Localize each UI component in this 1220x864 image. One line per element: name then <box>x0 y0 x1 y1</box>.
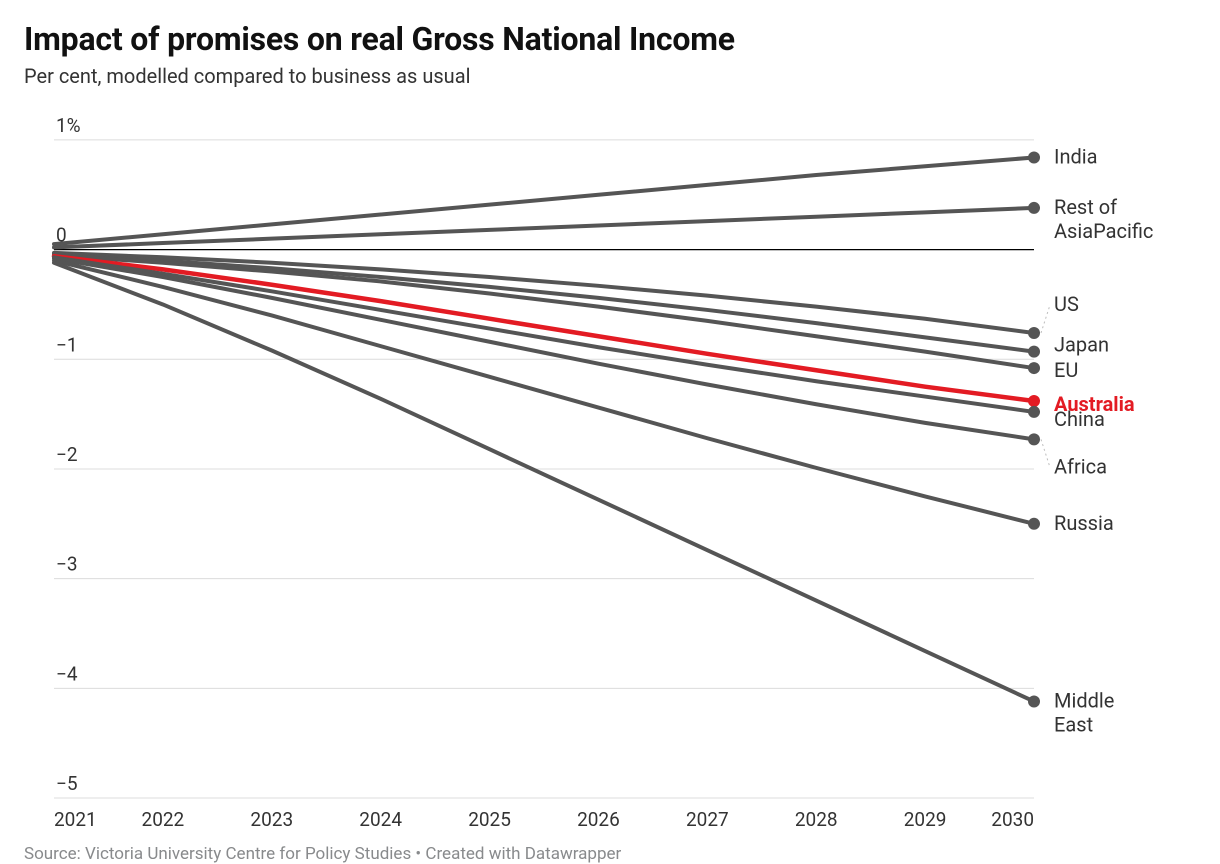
chart-source: Source: Victoria University Centre for P… <box>24 844 1196 864</box>
label-connector <box>1041 439 1050 467</box>
svg-text:2027: 2027 <box>686 808 729 828</box>
series-label-japan: Japan <box>1054 333 1109 357</box>
series-endpoint-australia <box>1028 395 1040 407</box>
series-label-africa: Africa <box>1054 454 1107 478</box>
svg-text:−2: −2 <box>56 443 78 466</box>
svg-text:−3: −3 <box>56 553 78 576</box>
svg-text:2025: 2025 <box>468 808 511 828</box>
svg-text:2021: 2021 <box>54 808 97 828</box>
chart-subtitle: Per cent, modelled compared to business … <box>24 64 1196 88</box>
series-endpoint-africa <box>1028 433 1040 445</box>
svg-text:2029: 2029 <box>904 808 947 828</box>
svg-text:−4: −4 <box>56 662 78 685</box>
svg-text:−5: −5 <box>56 772 78 795</box>
series-label-india: India <box>1054 144 1098 168</box>
series-endpoint-middle-east <box>1028 695 1040 707</box>
series-endpoint-japan <box>1028 346 1040 358</box>
series-endpoint-rest-of-asiapacific <box>1028 202 1040 214</box>
series-endpoint-russia <box>1028 518 1040 530</box>
svg-text:2024: 2024 <box>359 808 402 828</box>
series-endpoint-india <box>1028 151 1040 163</box>
series-endpoint-eu <box>1028 362 1040 374</box>
line-chart: 1%0−1−2−3−4−5202120222023202420252026202… <box>24 108 1184 828</box>
series-label-us: US <box>1054 292 1079 316</box>
svg-text:−1: −1 <box>56 333 78 356</box>
svg-text:1%: 1% <box>56 114 81 137</box>
series-line-africa <box>54 258 1034 439</box>
svg-text:2022: 2022 <box>142 808 185 828</box>
series-label-eu: EU <box>1054 358 1078 382</box>
chart-area: 1%0−1−2−3−4−5202120222023202420252026202… <box>24 108 1196 828</box>
svg-text:2026: 2026 <box>577 808 620 828</box>
series-endpoint-us <box>1028 327 1040 339</box>
series-label-china: China <box>1054 407 1105 431</box>
label-connector <box>1041 305 1050 333</box>
series-endpoint-china <box>1028 406 1040 418</box>
chart-title: Impact of promises on real Gross Nationa… <box>24 20 1196 58</box>
series-label-rest-of-asiapacific: Rest ofAsiaPacific <box>1054 195 1153 243</box>
series-line-rest-of-asiapacific <box>54 208 1034 247</box>
series-label-middle-east: MiddleEast <box>1054 688 1114 736</box>
series-line-india <box>54 157 1034 244</box>
series-label-russia: Russia <box>1054 511 1114 535</box>
svg-text:2023: 2023 <box>250 808 293 828</box>
svg-text:2030: 2030 <box>991 808 1034 828</box>
svg-text:2028: 2028 <box>795 808 838 828</box>
